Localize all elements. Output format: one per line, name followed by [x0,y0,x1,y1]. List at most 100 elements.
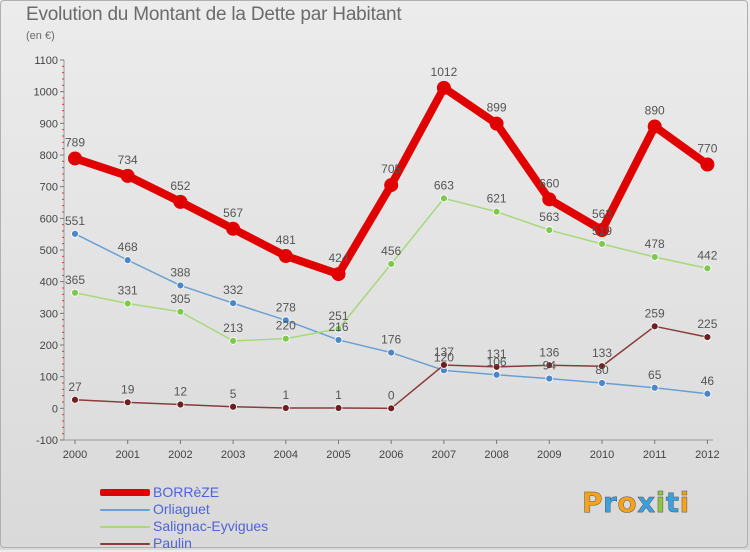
data-label: 663 [434,178,454,192]
y-tick-label: 1000 [34,87,58,99]
data-point [650,383,659,392]
x-tick-label: 2002 [168,449,192,461]
data-label: 388 [170,265,190,279]
x-tick-label: 2004 [274,449,298,461]
data-label: 19 [121,382,135,396]
data-point [331,267,346,282]
data-label: 106 [487,355,507,369]
data-point [703,333,712,341]
data-label: 251 [328,309,348,323]
data-point [226,221,241,236]
data-label: 46 [701,374,715,388]
data-point [123,256,132,265]
data-label: 1012 [431,65,458,79]
y-tick-label: 700 [40,182,58,194]
data-label: 890 [645,104,665,118]
legend-label: Salignac-Eyvigues [153,518,269,534]
chart-subtitle: (en €) [26,30,55,42]
data-point [173,194,188,209]
legend-swatch [100,543,150,545]
data-label: 705 [381,162,401,176]
data-point [436,80,451,95]
legend-swatch [100,509,150,511]
data-label: 137 [434,345,454,359]
data-label: 225 [697,317,717,331]
data-point [598,362,606,371]
x-tick-label: 2001 [115,449,139,461]
data-label: 734 [118,153,138,167]
data-point [700,157,715,172]
y-tick-label: 100 [40,372,58,384]
data-point [647,119,662,134]
data-point [278,249,293,264]
data-label: 456 [381,244,401,258]
data-label: 216 [328,320,348,334]
data-label: 176 [381,333,401,347]
data-label: 365 [65,273,85,287]
data-point [595,223,609,238]
data-label: 1 [335,388,342,402]
proxiti-logo: Proxiti [582,486,690,520]
data-point [598,240,606,248]
data-point [387,348,396,357]
data-label: 481 [276,233,296,247]
data-point [123,398,132,407]
data-point [545,374,554,383]
data-point [281,334,290,343]
data-label: 5 [230,387,237,401]
data-point [229,336,238,345]
data-label: 65 [648,368,662,382]
data-label: 478 [645,237,665,251]
data-point [281,316,290,325]
data-point [492,370,501,379]
data-point [123,299,132,308]
data-label: 80 [595,363,609,377]
x-tick-label: 2009 [537,449,561,461]
data-label: 0 [388,388,395,402]
x-tick-label: 2007 [432,449,456,461]
data-point [176,281,185,290]
data-label: 899 [487,101,507,115]
data-point [120,168,135,183]
data-point [334,404,343,412]
y-tick-label: 200 [40,340,58,352]
chart-title: Evolution du Montant de la Dette par Hab… [26,4,402,25]
y-tick-label: 300 [40,308,58,320]
data-point [384,178,399,193]
data-point [176,400,185,409]
data-point [492,362,501,371]
legend-swatch [100,526,150,528]
data-point [68,151,82,166]
data-label: 442 [697,248,717,262]
data-label: 12 [174,385,188,399]
x-tick-label: 2005 [326,449,350,461]
data-label: 519 [592,224,612,238]
data-label: 120 [434,350,454,364]
data-label: 551 [65,214,85,228]
data-point [334,324,343,333]
logo-letter: x [637,486,656,520]
data-point [387,260,396,268]
data-point [71,288,79,297]
data-label: 220 [276,319,296,333]
data-point [545,226,554,234]
x-tick-label: 2012 [695,449,719,461]
data-point [387,404,396,413]
data-label: 332 [223,283,243,297]
data-label: 563 [539,210,559,224]
data-label: 468 [118,240,138,254]
data-label: 94 [543,359,557,373]
data-label: 331 [118,284,138,298]
y-tick-label: 800 [40,150,58,162]
x-tick-label: 2006 [379,449,403,461]
logo-letter: P [582,486,604,520]
data-point [489,116,504,131]
x-tick-label: 2000 [63,449,87,461]
logo-letter: i [655,486,666,520]
data-point [650,253,659,261]
y-tick-label: 1100 [34,55,58,67]
y-tick-label: -100 [36,435,58,447]
data-point [281,404,290,412]
data-point [545,361,554,370]
data-label: 621 [487,192,507,206]
